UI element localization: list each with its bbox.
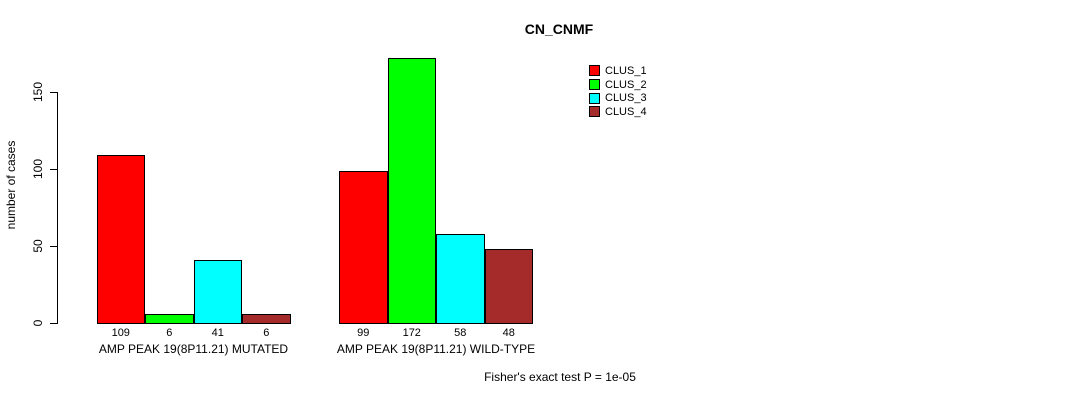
- bar-value-label: 48: [502, 327, 515, 339]
- y-tick-mark: [50, 246, 57, 248]
- legend-swatch-clus_3: [589, 92, 600, 104]
- y-axis-line: [57, 92, 58, 324]
- y-tick-mark: [50, 323, 57, 324]
- legend: CLUS_1 CLUS_2 CLUS_3 CLUS_4: [589, 64, 647, 119]
- legend-swatch-clus_4: [589, 106, 600, 118]
- legend-item-clus_2: CLUS_2: [589, 78, 647, 92]
- bar-clus_4-group2: [484, 249, 533, 324]
- bar-value-label: 99: [357, 327, 370, 339]
- y-tick-mark: [50, 92, 57, 94]
- bar-value-label: 109: [111, 327, 130, 339]
- legend-swatch-clus_2: [589, 79, 600, 91]
- bar-clus_4-group1: [242, 313, 291, 324]
- x-category-label: AMP PEAK 19(8P11.21) WILD-TYPE: [336, 342, 536, 356]
- legend-item-clus_3: CLUS_3: [589, 91, 647, 105]
- bar-value-label: 6: [263, 327, 270, 339]
- bar-clus_2-group1: [145, 313, 194, 324]
- legend-label: CLUS_1: [605, 64, 647, 77]
- legend-label: CLUS_2: [605, 78, 647, 91]
- bar-clus_1-group2: [339, 170, 388, 324]
- legend-item-clus_1: CLUS_1: [589, 64, 647, 78]
- legend-item-clus_4: CLUS_4: [589, 105, 647, 119]
- y-tick-mark: [50, 169, 57, 171]
- y-axis-label: number of cases: [4, 140, 18, 230]
- bar-value-label: 58: [454, 327, 467, 339]
- legend-label: CLUS_4: [605, 105, 647, 118]
- bar-clus_2-group2: [387, 58, 436, 324]
- bar-value-label: 41: [211, 327, 224, 339]
- bar-value-label: 6: [166, 327, 173, 339]
- chart-title: CN_CNMF: [524, 21, 594, 37]
- fisher-test-annotation: Fisher's exact test P = 1e-05: [484, 370, 636, 384]
- bar-clus_1-group1: [96, 155, 145, 324]
- y-tick-label: 100: [31, 159, 45, 180]
- y-tick-label: 0: [31, 319, 45, 327]
- legend-label: CLUS_3: [605, 92, 647, 105]
- bar-value-label: 172: [402, 327, 421, 339]
- bar-clus_3-group1: [193, 259, 242, 324]
- y-tick-label: 50: [31, 239, 45, 253]
- legend-swatch-clus_1: [589, 65, 600, 77]
- x-category-label: AMP PEAK 19(8P11.21) MUTATED: [98, 342, 289, 356]
- bar-clus_3-group2: [436, 233, 485, 324]
- y-tick-label: 150: [31, 82, 45, 103]
